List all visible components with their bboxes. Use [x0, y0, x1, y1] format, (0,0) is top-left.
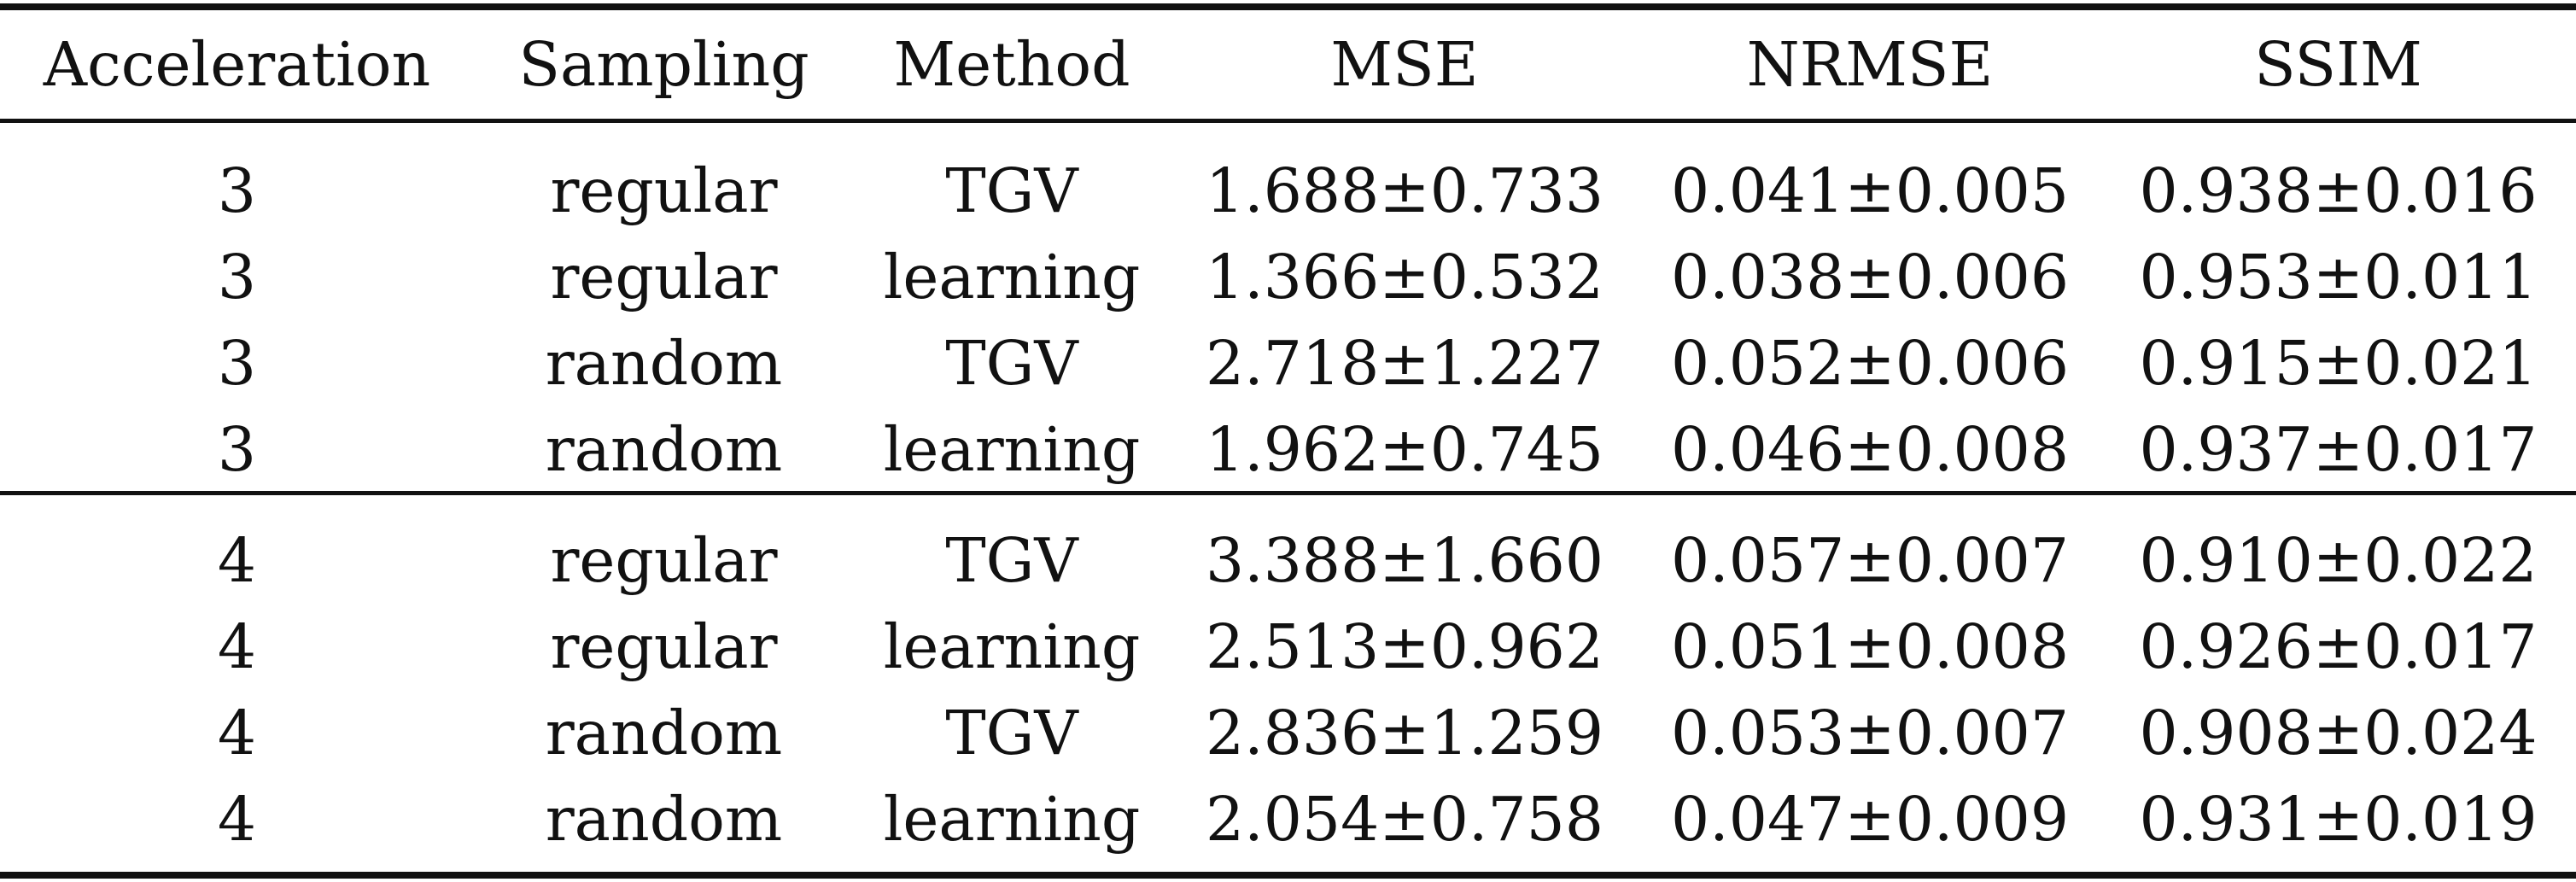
header-ssim: SSIM [2254, 29, 2422, 100]
table-header-row: Acceleration Sampling Method MSE NRMSE S… [0, 10, 2576, 119]
table-row: 3 regular TGV 1.688±0.733 0.041±0.005 0.… [0, 148, 2576, 234]
cell-acceleration: 3 [217, 242, 257, 312]
group-separator-rule [0, 491, 2576, 495]
cell-acceleration: 3 [217, 328, 257, 399]
cell-acceleration: 4 [217, 784, 257, 855]
cell-acceleration: 3 [217, 155, 257, 226]
cell-nrmse: 0.038±0.006 [1670, 242, 2069, 312]
cell-mse: 2.836±1.259 [1205, 698, 1603, 768]
table-row: 3 random learning 1.962±0.745 0.046±0.00… [0, 406, 2576, 493]
header-nrmse: NRMSE [1746, 29, 1994, 100]
cell-method: TGV [945, 155, 1078, 226]
cell-mse: 2.513±0.962 [1205, 611, 1603, 682]
cell-method: learning [883, 414, 1141, 485]
cell-sampling: regular [550, 242, 778, 312]
table-row: 4 random TGV 2.836±1.259 0.053±0.007 0.9… [0, 690, 2576, 776]
cell-ssim: 0.915±0.021 [2139, 328, 2538, 399]
cell-mse: 3.388±1.660 [1205, 525, 1603, 596]
cell-sampling: regular [550, 525, 778, 596]
cell-ssim: 0.937±0.017 [2139, 414, 2538, 485]
cell-acceleration: 4 [217, 698, 257, 768]
top-rule [0, 3, 2576, 10]
cell-ssim: 0.910±0.022 [2139, 525, 2538, 596]
cell-sampling: regular [550, 155, 778, 226]
cell-acceleration: 4 [217, 611, 257, 682]
cell-sampling: random [545, 784, 783, 855]
cell-nrmse: 0.041±0.005 [1670, 155, 2069, 226]
cell-sampling: regular [550, 611, 778, 682]
table-row: 3 random TGV 2.718±1.227 0.052±0.006 0.9… [0, 320, 2576, 406]
header-rule [0, 119, 2576, 123]
cell-sampling: random [545, 414, 783, 485]
cell-ssim: 0.953±0.011 [2139, 242, 2538, 312]
table-row: 3 regular learning 1.366±0.532 0.038±0.0… [0, 234, 2576, 320]
bottom-rule [0, 872, 2576, 879]
cell-method: TGV [945, 698, 1078, 768]
cell-method: learning [883, 611, 1141, 682]
cell-method: TGV [945, 525, 1078, 596]
cell-method: TGV [945, 328, 1078, 399]
cell-nrmse: 0.046±0.008 [1670, 414, 2069, 485]
header-acceleration: Acceleration [43, 29, 431, 100]
header-mse: MSE [1330, 29, 1479, 100]
cell-mse: 2.054±0.758 [1205, 784, 1603, 855]
cell-mse: 2.718±1.227 [1205, 328, 1603, 399]
cell-nrmse: 0.057±0.007 [1670, 525, 2069, 596]
table-row: 4 regular learning 2.513±0.962 0.051±0.0… [0, 604, 2576, 690]
cell-ssim: 0.908±0.024 [2139, 698, 2538, 768]
cell-method: learning [883, 242, 1141, 312]
cell-sampling: random [545, 698, 783, 768]
cell-mse: 1.688±0.733 [1205, 155, 1603, 226]
cell-acceleration: 3 [217, 414, 257, 485]
cell-ssim: 0.938±0.016 [2139, 155, 2538, 226]
cell-sampling: random [545, 328, 783, 399]
cell-nrmse: 0.052±0.006 [1670, 328, 2069, 399]
cell-acceleration: 4 [217, 525, 257, 596]
table-row: 4 regular TGV 3.388±1.660 0.057±0.007 0.… [0, 517, 2576, 604]
cell-mse: 1.366±0.532 [1205, 242, 1603, 312]
cell-mse: 1.962±0.745 [1205, 414, 1603, 485]
header-method: Method [893, 29, 1130, 100]
cell-nrmse: 0.051±0.008 [1670, 611, 2069, 682]
cell-ssim: 0.931±0.019 [2139, 784, 2538, 855]
header-sampling: Sampling [518, 29, 809, 100]
cell-ssim: 0.926±0.017 [2139, 611, 2538, 682]
cell-nrmse: 0.053±0.007 [1670, 698, 2069, 768]
results-table: Acceleration Sampling Method MSE NRMSE S… [0, 10, 2576, 862]
cell-method: learning [883, 784, 1141, 855]
table-row: 4 random learning 2.054±0.758 0.047±0.00… [0, 776, 2576, 862]
cell-nrmse: 0.047±0.009 [1670, 784, 2069, 855]
